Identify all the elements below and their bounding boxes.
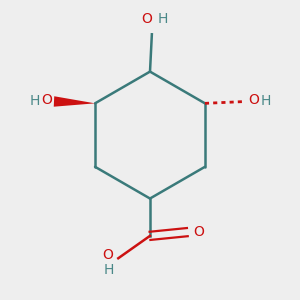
Text: O: O — [193, 225, 204, 239]
Text: O: O — [41, 93, 52, 107]
Text: O: O — [248, 93, 259, 107]
Text: H: H — [29, 94, 40, 109]
Text: O: O — [141, 12, 152, 26]
Text: H: H — [157, 12, 167, 26]
Text: O: O — [102, 248, 113, 262]
Text: H: H — [260, 94, 271, 109]
Text: H: H — [103, 263, 114, 277]
Polygon shape — [54, 96, 95, 107]
